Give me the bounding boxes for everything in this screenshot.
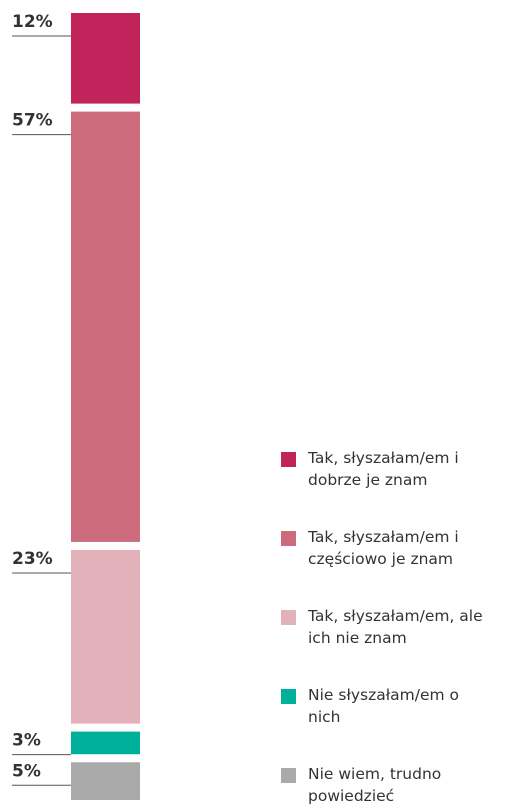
bar-segment <box>71 13 140 104</box>
value-label: 23% <box>12 549 53 569</box>
legend-label: Tak, słyszałam/em i dobrze je znam <box>308 449 459 489</box>
bar-segment <box>71 731 140 755</box>
legend-label: Nie słyszałam/em o nich <box>308 686 459 726</box>
value-label: 12% <box>12 12 53 32</box>
bar-segment <box>71 549 140 724</box>
legend-label: Tak, słyszałam/em i częściowo je znam <box>308 528 459 568</box>
value-label: 5% <box>12 761 41 781</box>
legend-label: Nie wiem, trudno powiedzieć <box>308 765 442 805</box>
legend-swatch <box>281 531 296 546</box>
legend-swatch <box>281 610 296 625</box>
legend-label: Tak, słyszałam/em, ale ich nie znam <box>308 607 483 647</box>
bar-segment <box>71 111 140 542</box>
legend-swatch <box>281 689 296 704</box>
value-label: 57% <box>12 111 53 131</box>
legend-swatch <box>281 452 296 467</box>
bar-segment <box>71 762 140 800</box>
value-label: 3% <box>12 731 41 751</box>
legend-swatch <box>281 768 296 783</box>
